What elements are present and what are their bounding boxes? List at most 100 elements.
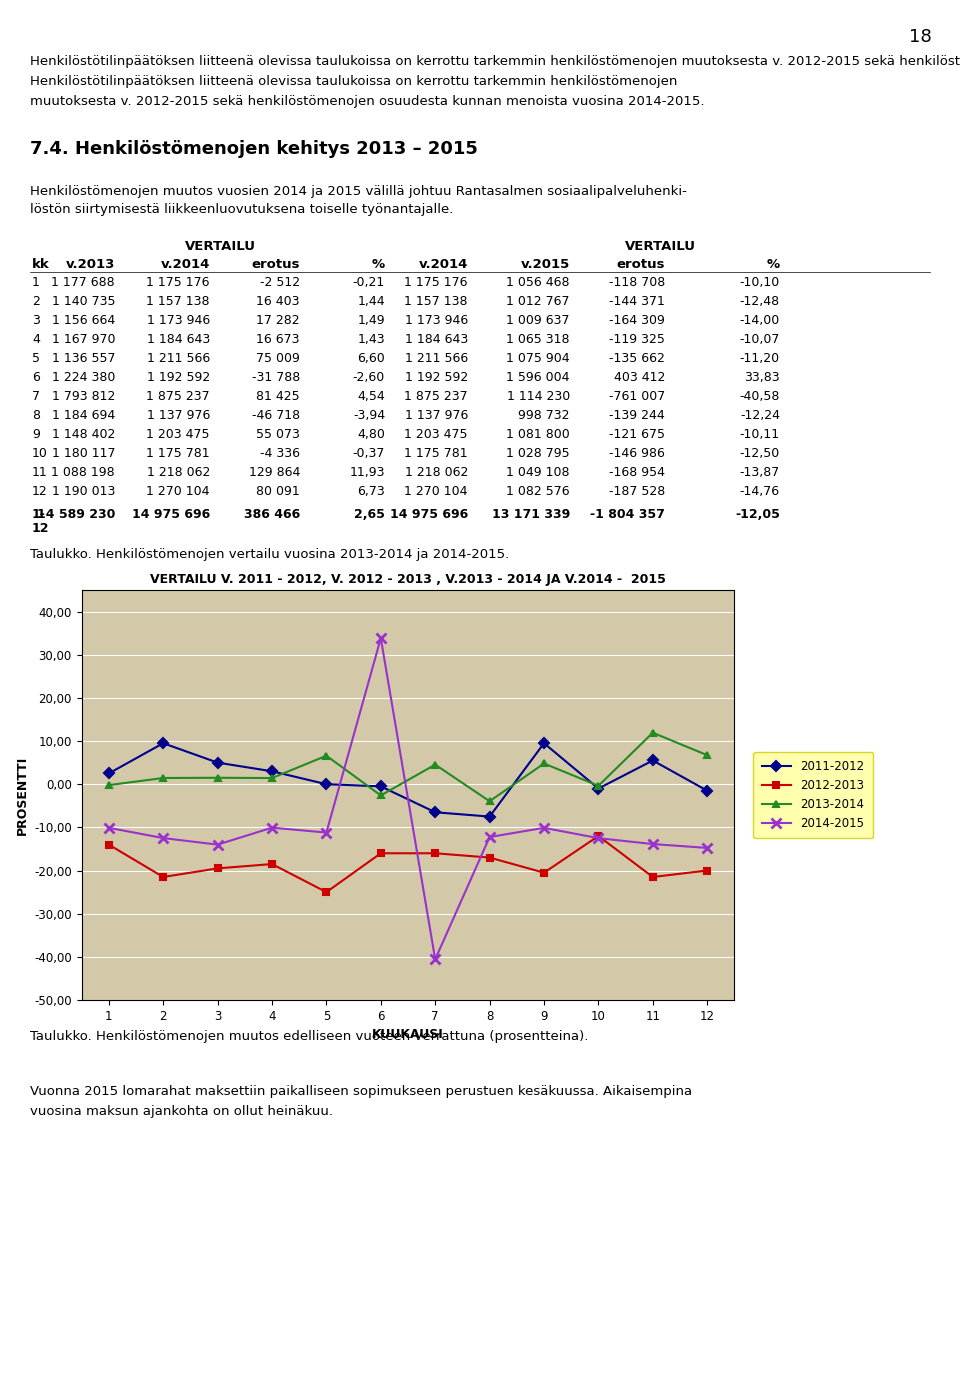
Text: 1 180 117: 1 180 117 bbox=[52, 447, 115, 460]
2011-2012 bbox=[647, 752, 659, 768]
Text: 1 009 637: 1 009 637 bbox=[507, 313, 570, 327]
Text: 386 466: 386 466 bbox=[244, 508, 300, 522]
Text: 1 211 566: 1 211 566 bbox=[405, 352, 468, 365]
Text: 1: 1 bbox=[32, 276, 40, 288]
2014-2015 bbox=[321, 824, 332, 841]
Text: -164 309: -164 309 bbox=[610, 313, 665, 327]
Text: -31 788: -31 788 bbox=[252, 370, 300, 384]
Text: muutoksesta v. 2012-2015 sekä henkilöstömenojen osuudesta kunnan menoista vuosin: muutoksesta v. 2012-2015 sekä henkilöstö… bbox=[30, 94, 705, 108]
Text: Taulukko. Henkilöstömenojen muutos edelliseen vuoteen verrattuna (prosentteina).: Taulukko. Henkilöstömenojen muutos edell… bbox=[30, 1031, 588, 1043]
2011-2012 bbox=[266, 763, 277, 779]
Text: 1 012 767: 1 012 767 bbox=[507, 295, 570, 308]
Y-axis label: PROSENTTI: PROSENTTI bbox=[15, 756, 29, 835]
Text: 1 028 795: 1 028 795 bbox=[506, 447, 570, 460]
Text: Vuonna 2015 lomarahat maksettiin paikalliseen sopimukseen perustuen kesäkuussa. : Vuonna 2015 lomarahat maksettiin paikall… bbox=[30, 1085, 692, 1099]
Title: VERTAILU V. 2011 - 2012, V. 2012 - 2013 , V.2013 - 2014 JA V.2014 -  2015: VERTAILU V. 2011 - 2012, V. 2012 - 2013 … bbox=[150, 573, 666, 587]
Text: -14,76: -14,76 bbox=[740, 485, 780, 498]
Text: 4,54: 4,54 bbox=[357, 390, 385, 404]
2011-2012 bbox=[103, 766, 114, 782]
2012-2013 bbox=[592, 828, 604, 845]
Text: 14 589 230: 14 589 230 bbox=[36, 508, 115, 522]
Text: 1 175 176: 1 175 176 bbox=[404, 276, 468, 288]
2013-2014 bbox=[157, 770, 169, 786]
Text: 1 157 138: 1 157 138 bbox=[404, 295, 468, 308]
Text: VERTAILU: VERTAILU bbox=[625, 240, 695, 252]
Text: -12,24: -12,24 bbox=[740, 409, 780, 422]
Text: -40,58: -40,58 bbox=[739, 390, 780, 404]
Text: 1 081 800: 1 081 800 bbox=[506, 429, 570, 441]
Text: %: % bbox=[372, 258, 385, 270]
Text: -10,10: -10,10 bbox=[740, 276, 780, 288]
Text: -10,11: -10,11 bbox=[740, 429, 780, 441]
2012-2013 bbox=[266, 856, 277, 872]
Text: 13 171 339: 13 171 339 bbox=[492, 508, 570, 522]
Text: 1 140 735: 1 140 735 bbox=[52, 295, 115, 308]
Text: 1 075 904: 1 075 904 bbox=[506, 352, 570, 365]
Text: 2: 2 bbox=[32, 295, 40, 308]
Text: 7: 7 bbox=[32, 390, 40, 404]
Text: VERTAILU: VERTAILU bbox=[184, 240, 255, 252]
Text: kk: kk bbox=[32, 258, 50, 270]
Text: 1 137 976: 1 137 976 bbox=[147, 409, 210, 422]
Text: 1 875 237: 1 875 237 bbox=[146, 390, 210, 404]
Text: 1 173 946: 1 173 946 bbox=[147, 313, 210, 327]
Text: 7.4. Henkilöstömenojen kehitys 2013 – 2015: 7.4. Henkilöstömenojen kehitys 2013 – 20… bbox=[30, 140, 478, 158]
Text: 1 224 380: 1 224 380 bbox=[52, 370, 115, 384]
Text: 12: 12 bbox=[32, 485, 48, 498]
Text: 1 203 475: 1 203 475 bbox=[147, 429, 210, 441]
Text: 1 190 013: 1 190 013 bbox=[52, 485, 115, 498]
Text: 1 167 970: 1 167 970 bbox=[52, 333, 115, 345]
2012-2013 bbox=[539, 864, 550, 881]
Legend: 2011-2012, 2012-2013, 2013-2014, 2014-2015: 2011-2012, 2012-2013, 2013-2014, 2014-20… bbox=[754, 752, 873, 838]
Text: 80 091: 80 091 bbox=[256, 485, 300, 498]
Text: -139 244: -139 244 bbox=[610, 409, 665, 422]
Text: 1 114 230: 1 114 230 bbox=[507, 390, 570, 404]
Text: v.2015: v.2015 bbox=[520, 258, 570, 270]
2011-2012 bbox=[702, 782, 713, 799]
Text: 6,73: 6,73 bbox=[357, 485, 385, 498]
Text: -2 512: -2 512 bbox=[260, 276, 300, 288]
Text: 1 175 781: 1 175 781 bbox=[146, 447, 210, 460]
Text: 4,80: 4,80 bbox=[357, 429, 385, 441]
Text: -0,21: -0,21 bbox=[352, 276, 385, 288]
Text: 1 082 576: 1 082 576 bbox=[506, 485, 570, 498]
Text: -12,50: -12,50 bbox=[740, 447, 780, 460]
Text: 5: 5 bbox=[32, 352, 40, 365]
Text: v.2014: v.2014 bbox=[419, 258, 468, 270]
Text: 403 412: 403 412 bbox=[613, 370, 665, 384]
Text: 33,83: 33,83 bbox=[744, 370, 780, 384]
Text: -2,60: -2,60 bbox=[352, 370, 385, 384]
Text: -135 662: -135 662 bbox=[610, 352, 665, 365]
Text: 3: 3 bbox=[32, 313, 40, 327]
Text: 1 137 976: 1 137 976 bbox=[404, 409, 468, 422]
Text: -187 528: -187 528 bbox=[609, 485, 665, 498]
Text: -121 675: -121 675 bbox=[609, 429, 665, 441]
Line: 2011-2012: 2011-2012 bbox=[106, 739, 710, 820]
Text: 1-: 1- bbox=[32, 508, 46, 522]
Text: 16 403: 16 403 bbox=[256, 295, 300, 308]
2012-2013 bbox=[321, 884, 332, 900]
Text: 55 073: 55 073 bbox=[256, 429, 300, 441]
Text: 1 203 475: 1 203 475 bbox=[404, 429, 468, 441]
Text: 1,44: 1,44 bbox=[357, 295, 385, 308]
Text: %: % bbox=[767, 258, 780, 270]
Text: 1 177 688: 1 177 688 bbox=[52, 276, 115, 288]
Text: 998 732: 998 732 bbox=[518, 409, 570, 422]
Text: 1 211 566: 1 211 566 bbox=[147, 352, 210, 365]
Text: 18: 18 bbox=[908, 28, 931, 46]
2013-2014 bbox=[647, 724, 659, 741]
2013-2014 bbox=[103, 777, 114, 793]
Text: 1 192 592: 1 192 592 bbox=[147, 370, 210, 384]
2011-2012 bbox=[321, 775, 332, 792]
Text: 1 218 062: 1 218 062 bbox=[404, 466, 468, 479]
Text: 129 864: 129 864 bbox=[249, 466, 300, 479]
Text: -11,20: -11,20 bbox=[740, 352, 780, 365]
Text: 1 157 138: 1 157 138 bbox=[147, 295, 210, 308]
2013-2014 bbox=[539, 755, 550, 771]
Text: -4 336: -4 336 bbox=[260, 447, 300, 460]
2014-2015 bbox=[484, 828, 495, 845]
Text: 1 175 176: 1 175 176 bbox=[147, 276, 210, 288]
Text: 1 184 643: 1 184 643 bbox=[405, 333, 468, 345]
Text: 17 282: 17 282 bbox=[256, 313, 300, 327]
2012-2013 bbox=[702, 863, 713, 879]
